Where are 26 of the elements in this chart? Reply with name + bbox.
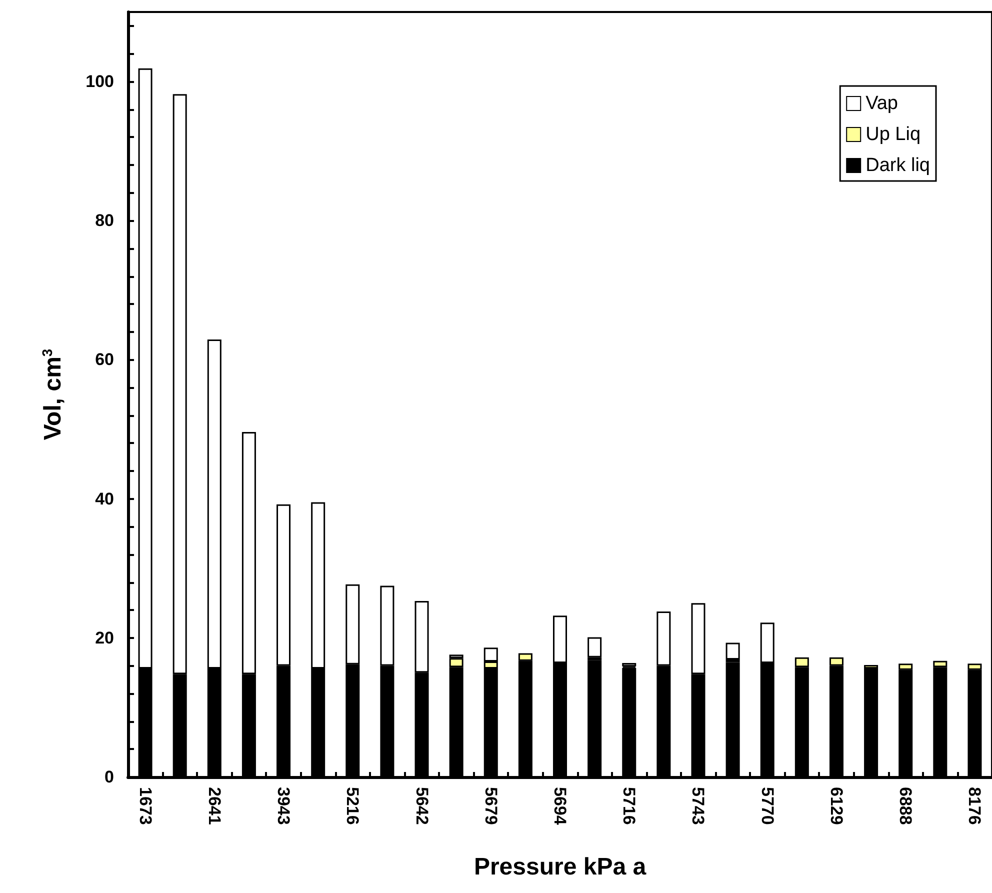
- x-tick-label: 5770: [758, 787, 777, 825]
- x-tick-label: 5216: [343, 787, 362, 825]
- y-tick-label: 60: [95, 350, 114, 370]
- x-tick-label: 1673: [136, 787, 155, 825]
- legend-label: Dark liq: [866, 155, 930, 176]
- y-tick-label: 40: [95, 489, 114, 508]
- y-tick-label: 0: [104, 768, 114, 786]
- y-tick-label: 80: [95, 211, 114, 230]
- y-axis-title: Vol, cm3: [39, 348, 66, 440]
- x-tick-label: 6129: [826, 787, 846, 825]
- x-tick-label: 5716: [620, 787, 639, 825]
- x-tick-label: 5743: [688, 787, 708, 825]
- x-axis-title: Pressure kPa a: [474, 854, 647, 880]
- bar: [588, 637, 602, 658]
- bar: [726, 642, 740, 660]
- x-tick-label: 5642: [412, 787, 432, 825]
- y-tick-label: 100: [86, 72, 114, 92]
- legend-label: Up Liq: [866, 124, 921, 145]
- x-tick-label: 5694: [550, 787, 570, 826]
- x-tick-label: 6888: [896, 787, 916, 825]
- y-tick-label: 20: [95, 628, 114, 648]
- x-tick-label: 2641: [204, 787, 224, 825]
- x-tick-label: 3943: [274, 787, 294, 825]
- legend-label: Vap: [866, 93, 898, 114]
- x-tick-label: 8176: [965, 787, 984, 825]
- x-tick-label: 5679: [481, 787, 500, 825]
